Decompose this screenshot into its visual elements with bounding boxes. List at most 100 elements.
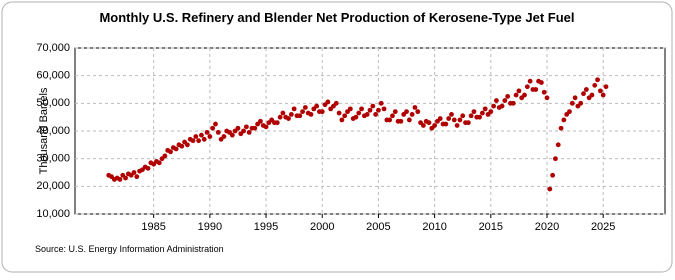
point bbox=[569, 100, 575, 106]
point bbox=[538, 80, 544, 85]
point bbox=[229, 132, 235, 138]
point bbox=[597, 88, 603, 94]
y-tick-label: 10,000 bbox=[36, 208, 70, 220]
x-tick-label: 2000 bbox=[310, 221, 334, 233]
point bbox=[550, 172, 556, 178]
point bbox=[510, 100, 516, 106]
y-tick-label: 20,000 bbox=[36, 180, 70, 192]
point bbox=[578, 100, 584, 106]
point bbox=[162, 153, 168, 159]
point bbox=[558, 125, 564, 131]
point bbox=[479, 110, 485, 116]
point bbox=[342, 113, 348, 119]
point bbox=[359, 106, 364, 112]
point bbox=[204, 129, 210, 135]
point bbox=[258, 118, 263, 124]
point bbox=[524, 84, 530, 90]
point bbox=[288, 112, 294, 117]
point bbox=[378, 100, 384, 106]
x-tick-label: 1995 bbox=[254, 221, 278, 233]
point bbox=[145, 165, 151, 171]
point bbox=[297, 113, 303, 119]
point bbox=[168, 149, 173, 155]
point bbox=[347, 106, 353, 112]
point bbox=[364, 112, 370, 117]
point bbox=[207, 134, 213, 139]
x-tick-label: 1990 bbox=[198, 221, 222, 233]
point bbox=[420, 123, 426, 128]
point bbox=[291, 106, 297, 112]
point bbox=[477, 114, 482, 120]
point bbox=[457, 117, 463, 123]
x-tick-label: 2010 bbox=[422, 221, 446, 233]
point bbox=[390, 113, 395, 119]
point bbox=[179, 143, 185, 149]
point bbox=[572, 95, 578, 101]
point bbox=[356, 110, 362, 116]
point bbox=[482, 106, 488, 112]
point bbox=[241, 128, 246, 134]
point bbox=[516, 88, 522, 94]
point bbox=[465, 120, 471, 126]
y-axis-label: Thousand Barrels bbox=[38, 87, 50, 174]
point bbox=[302, 105, 308, 110]
x-tick-label: 2005 bbox=[366, 221, 390, 233]
point bbox=[199, 132, 204, 138]
point bbox=[595, 77, 600, 83]
y-tick-label: 50,000 bbox=[36, 97, 70, 109]
point bbox=[589, 92, 595, 98]
point bbox=[325, 99, 331, 105]
point bbox=[117, 177, 123, 182]
point bbox=[561, 117, 567, 123]
chart-title: Monthly U.S. Refinery and Blender Net Pr… bbox=[99, 10, 574, 25]
point bbox=[471, 109, 477, 115]
point bbox=[553, 156, 558, 162]
point bbox=[415, 109, 421, 115]
point bbox=[592, 82, 598, 88]
point bbox=[243, 124, 249, 130]
point bbox=[555, 142, 561, 148]
source: Source: U.S. Energy Information Administ… bbox=[35, 244, 224, 254]
point bbox=[446, 116, 452, 121]
point bbox=[398, 118, 404, 124]
point bbox=[583, 87, 589, 92]
point bbox=[134, 174, 140, 180]
point bbox=[300, 109, 305, 115]
point bbox=[449, 112, 454, 117]
x-tick-label: 2025 bbox=[591, 221, 615, 233]
point bbox=[215, 129, 221, 135]
point bbox=[246, 129, 252, 135]
point bbox=[201, 136, 207, 142]
point bbox=[339, 117, 345, 123]
point bbox=[367, 107, 373, 113]
point bbox=[567, 109, 572, 115]
point bbox=[432, 123, 438, 128]
point bbox=[353, 114, 359, 120]
point bbox=[373, 112, 379, 117]
point bbox=[544, 95, 550, 101]
point bbox=[451, 117, 457, 123]
point bbox=[527, 78, 533, 84]
point bbox=[196, 138, 202, 144]
y-tick-label: 70,000 bbox=[36, 42, 70, 54]
point bbox=[547, 186, 553, 192]
point bbox=[252, 125, 258, 131]
point bbox=[404, 109, 409, 115]
point bbox=[581, 91, 586, 97]
point bbox=[280, 110, 286, 116]
point bbox=[499, 103, 505, 109]
point bbox=[513, 92, 519, 98]
point bbox=[454, 123, 460, 128]
point bbox=[603, 84, 609, 90]
point bbox=[381, 106, 387, 112]
y-tick-label: 60,000 bbox=[36, 70, 70, 82]
point bbox=[221, 134, 227, 139]
point bbox=[173, 146, 179, 152]
point bbox=[333, 100, 339, 106]
x-tick-label: 2015 bbox=[479, 221, 503, 233]
y-tick-label: 40,000 bbox=[36, 125, 70, 137]
point bbox=[443, 121, 449, 127]
point bbox=[426, 120, 432, 126]
point bbox=[460, 113, 466, 119]
point bbox=[541, 89, 547, 95]
